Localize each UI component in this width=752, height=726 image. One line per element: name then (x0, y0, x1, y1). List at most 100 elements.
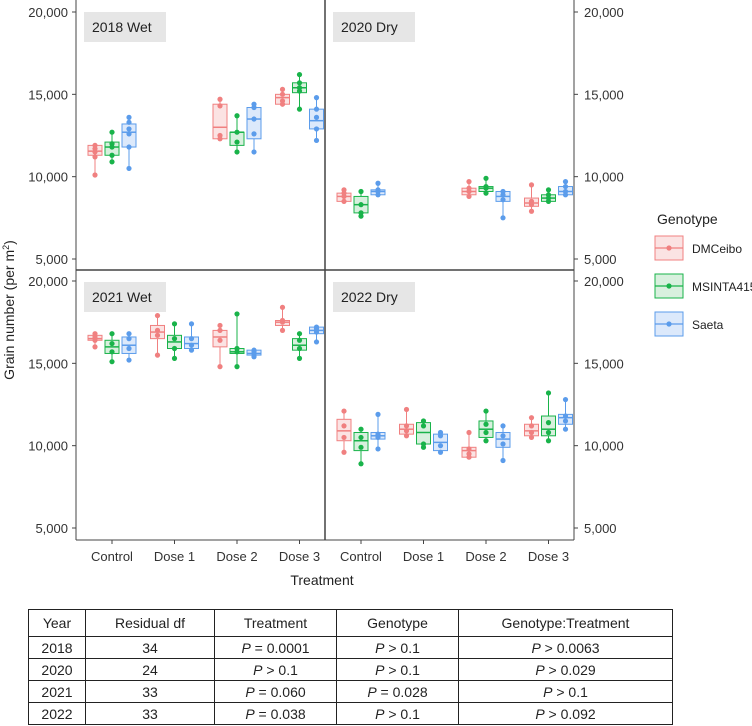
data-point (358, 444, 364, 450)
p-value: > 0.1 (384, 639, 420, 656)
data-point (279, 317, 286, 324)
box-dose-3-msinta415 (541, 187, 556, 204)
data-point (528, 434, 535, 441)
data-point (375, 180, 381, 186)
data-point (251, 149, 257, 155)
box-dose-3-saeta (309, 324, 324, 345)
data-point (126, 165, 132, 172)
data-point (313, 137, 320, 144)
p-value: = 0.038 (254, 705, 306, 722)
legend: Genotype DMCeibo MSINTA415 Saeta (654, 211, 752, 337)
data-point (279, 304, 286, 310)
y-tick-label-right: 20,000 (584, 274, 624, 289)
data-point (500, 441, 506, 447)
data-point (358, 202, 364, 208)
data-point (500, 188, 506, 195)
data-point (251, 101, 257, 107)
data-point (126, 114, 132, 120)
y-tick-label-right: 5,000 (584, 521, 617, 536)
p-symbol: P (375, 639, 385, 656)
data-point (296, 80, 303, 86)
y-tick-label-right: 5,000 (584, 252, 617, 267)
data-point (217, 132, 223, 139)
data-point (109, 129, 115, 135)
cell-genotype: P > 0.1 (336, 636, 459, 659)
panel-label: 2018 Wet (92, 19, 152, 35)
data-point (483, 190, 489, 196)
data-point (358, 434, 364, 441)
x-tick-label: Dose 1 (403, 549, 444, 564)
data-point (466, 429, 472, 436)
box-iqr (541, 415, 556, 437)
data-point (217, 103, 223, 109)
data-point (92, 172, 98, 178)
data-point (341, 198, 347, 204)
data-point (313, 324, 320, 330)
cell-genotype: P > 0.1 (336, 702, 459, 725)
y-axis-title: Grain number (per m2) (1, 240, 17, 380)
data-point (313, 126, 320, 132)
data-point (313, 95, 320, 101)
p-symbol: P (535, 661, 545, 678)
legend-entry-dmceibo: DMCeibo (654, 235, 742, 261)
data-point (545, 390, 552, 396)
data-point (466, 193, 472, 200)
box-control-saeta (370, 411, 386, 452)
data-point (545, 187, 552, 193)
data-point (403, 433, 410, 439)
data-point (217, 322, 223, 329)
data-point (217, 364, 223, 370)
box-control-msinta415 (104, 331, 120, 365)
p-symbol: P (531, 639, 541, 656)
p-symbol: P (375, 705, 385, 722)
panel-label-box (333, 12, 415, 42)
cell-genotype-treatment: P > 0.0063 (458, 636, 673, 659)
panel-label-box (84, 12, 166, 42)
y-tick-label-left: 15,000 (28, 356, 68, 371)
box-dose-3-dmceibo (524, 415, 539, 441)
data-point (483, 429, 489, 436)
box-dose-2-msinta415 (478, 175, 494, 196)
data-point (545, 438, 552, 444)
data-point (545, 420, 552, 426)
cell-residual-df: 34 (85, 636, 215, 659)
y-tick-label-left: 15,000 (28, 87, 68, 102)
data-point (109, 159, 115, 165)
data-point (296, 355, 303, 361)
cell-year: 2022 (28, 702, 86, 725)
data-point (188, 336, 195, 342)
data-point (562, 413, 569, 419)
data-point (234, 311, 240, 317)
data-point (251, 131, 257, 137)
data-point (109, 349, 115, 355)
cell-genotype-treatment: P > 0.029 (458, 658, 673, 681)
data-point (279, 86, 286, 92)
data-point (126, 144, 132, 150)
p-symbol: P (375, 661, 385, 678)
p-symbol: P (245, 683, 255, 700)
data-point (154, 332, 161, 338)
data-point (296, 106, 303, 112)
panels-layer: 2018 Wet 2020 Dry 2021 Wet 2022 Dry (76, 0, 574, 540)
data-point (126, 345, 132, 352)
p-value: > 0.092 (544, 705, 596, 722)
p-symbol: P (535, 705, 545, 722)
data-point (358, 210, 364, 216)
data-point (528, 198, 535, 204)
panel-2018: 2018 Wet (76, 0, 325, 270)
box-dose-1-msinta415 (416, 418, 431, 450)
x-tick-label: Control (91, 549, 133, 564)
data-point (420, 441, 427, 447)
data-point (234, 149, 240, 155)
box-control-saeta (121, 331, 137, 363)
y-tick-label-right: 15,000 (584, 356, 624, 371)
data-point (217, 327, 223, 333)
data-point (234, 139, 240, 145)
table-row: 2020 24 P > 0.1 P > 0.1 P > 0.029 (28, 658, 673, 681)
panel-label: 2021 Wet (92, 289, 152, 305)
box-dose-2-dmceibo (212, 322, 228, 370)
col-year: Year (28, 609, 86, 637)
data-point (437, 449, 444, 455)
data-point (188, 342, 195, 348)
panel-2021: 2021 Wet (76, 270, 325, 540)
